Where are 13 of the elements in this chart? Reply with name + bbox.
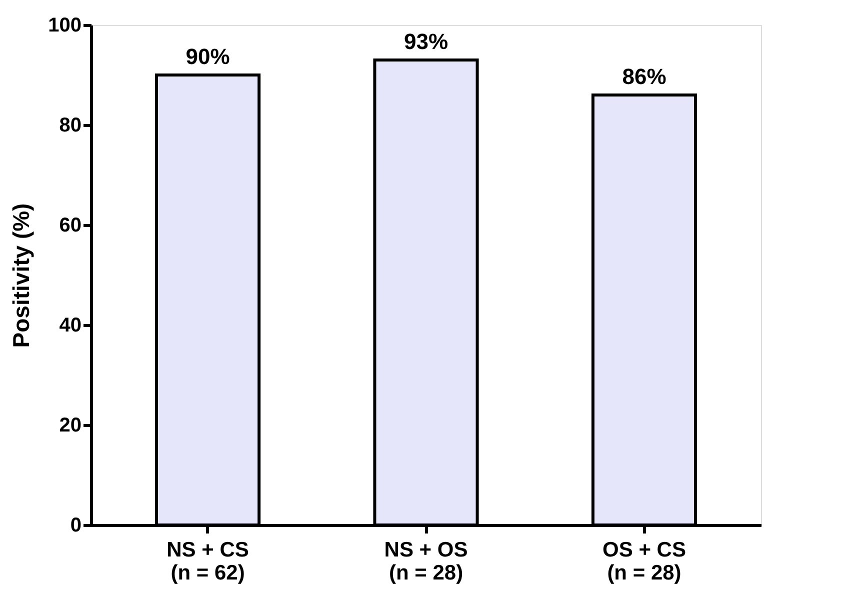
y-tick-label: 100 [48,14,82,36]
x-tick-label: NS + CS (n = 62) [166,538,249,584]
y-tick-label: 80 [59,114,82,136]
data-label: 93% [404,29,448,54]
x-tick-label: NS + OS (n = 28) [384,538,468,584]
y-tick-label: 60 [59,214,82,236]
data-label: 90% [186,44,230,69]
y-tick-label: 20 [59,414,82,436]
x-tick-label: OS + CS (n = 28) [602,538,686,584]
y-axis-title: Positivity (%) [8,203,34,348]
data-label: 86% [622,64,666,89]
y-tick-label: 40 [59,314,82,336]
y-tick-label: 0 [70,514,82,536]
